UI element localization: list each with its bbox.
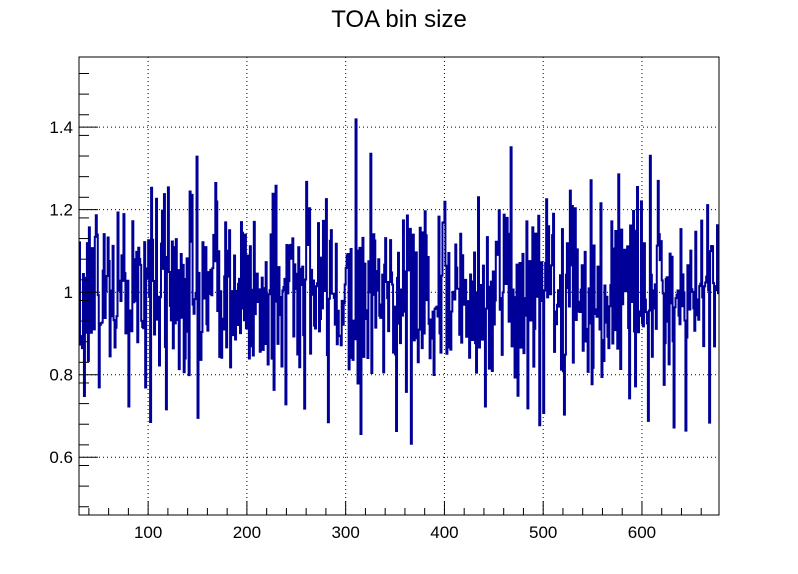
y-tick-label: 1.4 (49, 118, 73, 137)
y-tick-label: 0.6 (49, 448, 73, 467)
axis-ticks (79, 73, 702, 515)
chart-title: TOA bin size (331, 6, 467, 33)
y-tick-label: 1 (64, 283, 73, 302)
y-tick-label: 0.8 (49, 366, 73, 385)
x-tick-label: 400 (430, 523, 458, 542)
x-tick-label: 500 (529, 523, 557, 542)
tick-labels: 100 200 300 400 500 600 0.6 0.8 1 1.2 1.4 (49, 118, 656, 542)
x-tick-label: 100 (134, 523, 162, 542)
x-tick-label: 200 (233, 523, 261, 542)
plot-frame (78, 56, 720, 516)
y-tick-label: 1.2 (49, 201, 73, 220)
series-line (78, 118, 720, 445)
series-histogram (78, 118, 720, 445)
x-tick-label: 300 (331, 523, 359, 542)
x-tick-label: 600 (628, 523, 656, 542)
